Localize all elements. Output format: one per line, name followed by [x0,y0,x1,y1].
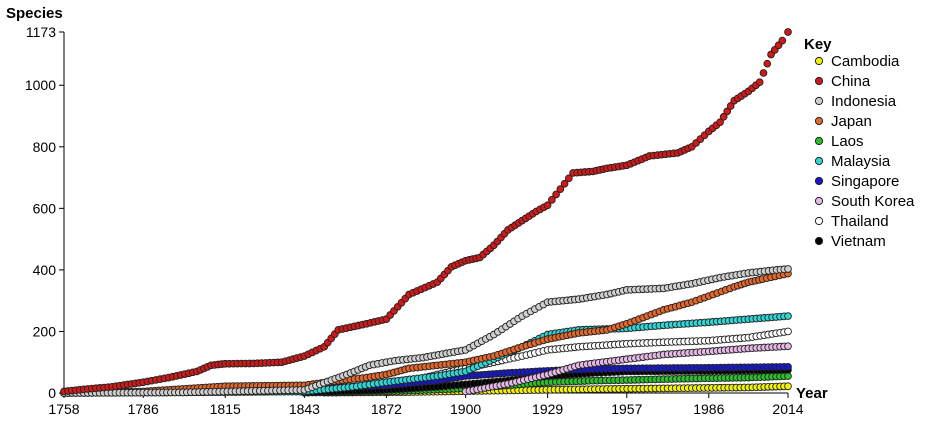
legend-item: Malaysia [814,153,891,170]
data-point [763,59,772,68]
legend-marker [814,96,824,106]
legend-item: Indonesia [814,93,897,110]
legend-item: Cambodia [814,53,900,70]
data-point [723,107,732,116]
data-point [784,342,792,351]
data-point [784,28,792,36]
data-point [719,112,728,121]
y-axis-title: Species [6,5,63,22]
legend-item: Japan [814,113,872,130]
legend-item: China [814,73,871,90]
legend-marker [814,116,824,126]
data-point [784,362,792,371]
legend-marker [814,216,824,226]
data-point [755,78,764,87]
data-point [556,185,565,193]
x-axis-title: Year [796,385,828,402]
legend-label: South Korea [831,193,915,210]
data-point [564,174,573,183]
y-tick-label: 400 [33,262,57,278]
legend-label: Indonesia [831,93,897,110]
plot-area [60,28,792,397]
legend-items: Cambodia China Indonesia Japan Laos Malaysia S… [814,53,915,250]
x-tick-label: 1986 [693,401,724,417]
data-point [759,69,768,77]
y-tick-label: 1000 [25,77,56,93]
legend-label: Japan [831,113,872,130]
y-ticks: 0 200 400 600 800 1000 1173 [25,24,64,401]
legend-label: China [831,73,871,90]
x-tick-label: 1929 [532,401,563,417]
series-south-korea [461,342,792,396]
legend: Key Cambodia China Indonesia Japan Laos Malay… [804,36,915,250]
y-tick-label: 200 [33,323,57,339]
data-point [784,265,792,273]
x-tick-label: 2014 [772,401,803,417]
legend-item: Singapore [814,173,899,190]
legend-title: Key [804,36,832,53]
legend-marker [814,156,824,166]
x-ticks: 1758 1786 1815 1843 1872 1900 1929 1957 1986 2014 [48,393,804,417]
legend-marker [814,176,824,186]
data-point [716,118,724,127]
legend-label: Vietnam [831,233,886,250]
legend-marker [814,136,824,146]
data-point [784,312,792,320]
series-indonesia [60,265,792,397]
x-tick-label: 1872 [371,401,402,417]
legend-marker [814,56,824,66]
y-tick-label: 0 [48,385,56,401]
y-tick-label: 800 [33,139,57,155]
legend-marker [814,76,824,86]
data-point [784,382,792,391]
legend-item: Vietnam [814,233,886,250]
legend-label: Laos [831,133,864,150]
legend-item: Thailand [814,213,889,230]
series-china [60,28,792,396]
data-point [784,327,792,336]
x-tick-label: 1900 [450,401,481,417]
data-point [552,190,560,199]
x-tick-label: 1843 [289,401,320,417]
x-tick-label: 1957 [611,401,642,417]
x-tick-label: 1815 [210,401,241,417]
x-tick-label: 1758 [48,401,79,417]
legend-label: Singapore [831,173,899,190]
y-tick-label: 600 [33,200,57,216]
axes: 0 200 400 600 800 1000 1173 1758 1786 1815 1843 18… [6,5,828,417]
y-tick-label: 1173 [26,24,56,40]
legend-marker [814,236,824,246]
data-point [548,196,556,204]
legend-item: South Korea [814,193,915,210]
legend-label: Thailand [831,213,889,230]
data-point [543,201,552,210]
legend-item: Laos [814,133,864,150]
legend-marker [814,196,824,206]
data-point [778,36,787,45]
data-point [726,102,735,110]
data-point [560,179,569,188]
x-tick-label: 1786 [128,401,159,417]
legend-label: Cambodia [831,53,900,70]
legend-label: Malaysia [831,153,891,170]
